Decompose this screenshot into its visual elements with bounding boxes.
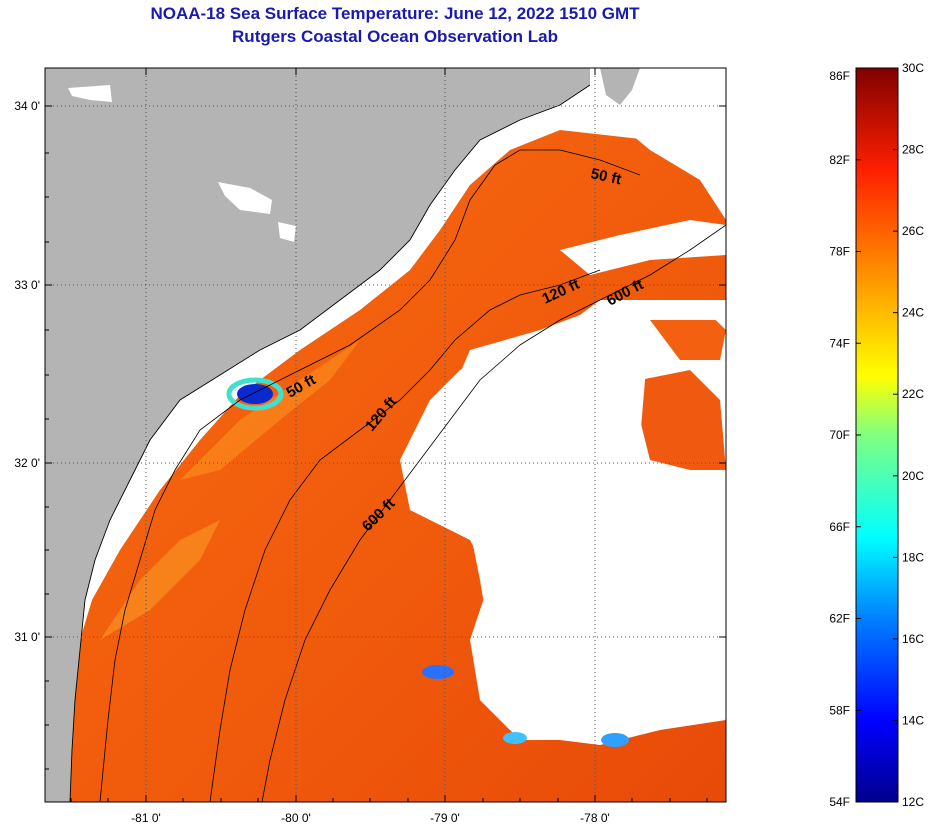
- colorbar-c-label: 26C: [902, 224, 924, 238]
- map-subtitle: Rutgers Coastal Ocean Observation Lab: [232, 27, 558, 46]
- colorbar-c-label: 14C: [902, 713, 924, 727]
- colorbar-f-label: 62F: [829, 612, 850, 626]
- cloud-speck-land3: [278, 222, 296, 242]
- lon-label-78: -78 0': [580, 811, 610, 825]
- cloud-mask-mid: [560, 220, 726, 275]
- colorbar-c-label: 28C: [902, 143, 924, 157]
- cool-spot-southeast2: [503, 732, 527, 744]
- colorbar-f-labels: 86F 82F 78F 74F 70F 66F 62F 58F 54F: [829, 69, 850, 809]
- colorbar: [855, 67, 899, 803]
- cloud-speck-land2: [218, 182, 272, 214]
- sst-coastal-band-south: [100, 520, 220, 640]
- colorbar-f-label: 86F: [829, 69, 850, 83]
- cold-spot-upwelling: [237, 384, 273, 404]
- contour-600ft: [261, 224, 726, 802]
- map-title: NOAA-18 Sea Surface Temperature: June 12…: [150, 4, 640, 23]
- lon-label-80: -80 0': [281, 811, 311, 825]
- colorbar-c-labels: 30C 28C 26C 24C 22C 20C 18C 16C 14C 12C: [902, 61, 924, 809]
- contour-label-50ft-north: 50 ft: [589, 165, 623, 188]
- coastline: [69, 84, 591, 802]
- colorbar-c-label: 16C: [902, 632, 924, 646]
- sst-east-patch: [640, 370, 726, 470]
- lon-label-81: -81 0': [131, 811, 161, 825]
- lat-label-32: 32 0': [14, 456, 40, 470]
- colorbar-c-label: 18C: [902, 550, 924, 564]
- colorbar-f-label: 58F: [829, 703, 850, 717]
- land-island: [600, 68, 640, 105]
- colorbar-f-label: 66F: [829, 520, 850, 534]
- colorbar-c-label: 30C: [902, 61, 924, 75]
- cool-spot-southeast: [601, 733, 629, 747]
- contour-120ft: [209, 269, 601, 802]
- colorbar-f-label: 54F: [829, 795, 850, 809]
- colorbar-c-label: 22C: [902, 387, 924, 401]
- colorbar-f-label: 70F: [829, 428, 850, 442]
- lat-label-31: 31 0': [14, 630, 40, 644]
- contour-50ft: [99, 149, 641, 802]
- lat-label-34: 34 0': [14, 99, 40, 113]
- map-frame: [44, 67, 727, 803]
- colorbar-c-label: 20C: [902, 469, 924, 483]
- cloud-speck-land: [68, 85, 112, 102]
- colorbar-f-label: 82F: [829, 153, 850, 167]
- cloud-mask-central: [430, 300, 726, 745]
- colorbar-f-label: 74F: [829, 336, 850, 350]
- colorbar-c-label: 24C: [902, 306, 924, 320]
- lon-label-79: -79 0': [430, 811, 460, 825]
- colorbar-ticks: [856, 67, 898, 803]
- land-mass: [45, 68, 590, 802]
- lat-label-33: 33 0': [14, 278, 40, 292]
- cloud-mask-north: [560, 90, 726, 160]
- sst-coastal-band: [180, 340, 360, 480]
- cold-spot-ring: [226, 377, 284, 411]
- cool-spot-south: [422, 665, 454, 679]
- lat-lon-grid: [45, 68, 726, 802]
- colorbar-c-label: 12C: [902, 795, 924, 809]
- colorbar-f-label: 78F: [829, 245, 850, 259]
- axis-ticks: [45, 68, 726, 802]
